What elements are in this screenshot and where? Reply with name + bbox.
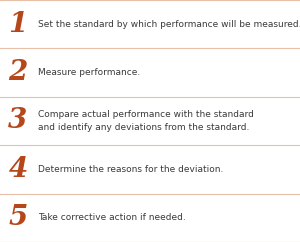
Text: Determine the reasons for the deviation.: Determine the reasons for the deviation.	[38, 165, 224, 174]
Text: Compare actual performance with the standard
and identify any deviations from th: Compare actual performance with the stan…	[38, 110, 254, 132]
Text: 1: 1	[8, 11, 28, 38]
Text: 5: 5	[8, 204, 28, 231]
Text: 3: 3	[8, 107, 28, 135]
Text: Measure performance.: Measure performance.	[38, 68, 140, 77]
Text: 2: 2	[8, 59, 28, 86]
Text: Set the standard by which performance will be measured.: Set the standard by which performance wi…	[38, 20, 300, 29]
Text: Take corrective action if needed.: Take corrective action if needed.	[38, 213, 186, 222]
Text: 4: 4	[8, 156, 28, 183]
